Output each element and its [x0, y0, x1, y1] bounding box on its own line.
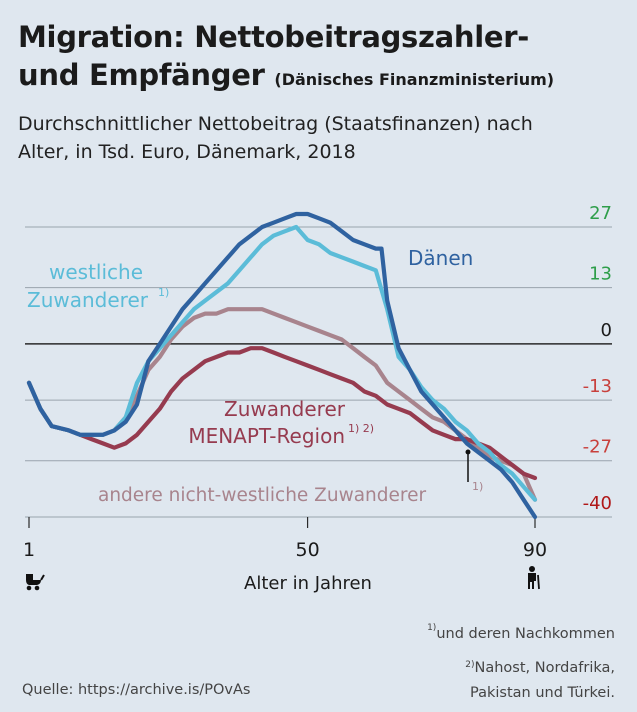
series-label: andere nicht-westliche Zuwanderer — [98, 485, 426, 506]
title-source: (Dänisches Finanzministerium) — [274, 70, 555, 89]
series-label: MENAPT-Region — [188, 424, 345, 448]
series-line — [26, 346, 538, 481]
baby-stroller-icon — [26, 574, 45, 591]
x-tick-label: 1 — [23, 539, 35, 561]
footnote-1: 1)und deren Nachkommen — [427, 623, 615, 642]
elderly-body — [528, 573, 536, 589]
series-line — [26, 211, 538, 520]
series-label: Zuwanderer — [27, 288, 149, 312]
stroller-body — [26, 574, 41, 585]
x-tick-label: 90 — [523, 539, 547, 561]
footnote-2-text-line-2: Pakistan und Türkei. — [470, 685, 615, 701]
label-leader-dot — [465, 449, 471, 455]
title-line-1: Migration: Nettobeitragszahler- — [18, 20, 529, 54]
subtitle-line-1: Durchschnittlicher Nettobeitrag (Staatsf… — [18, 113, 533, 135]
footnote-2: 2)Nahost, Nordafrika, Pakistan und Türke… — [465, 656, 615, 706]
series-label-mark: 1) — [158, 286, 169, 299]
y-tick-label: 0 — [601, 320, 612, 341]
x-axis-title: Alter in Jahren — [244, 573, 372, 594]
x-tick-label: 50 — [295, 539, 319, 561]
series-label: Zuwanderer — [224, 397, 346, 421]
title-line-2: und Empfänger (Dänisches Finanzministeri… — [18, 56, 628, 99]
footnote-2-text-line-1: Nahost, Nordafrika, — [474, 660, 616, 676]
source-note: Quelle: https://archive.is/POvAs — [22, 682, 251, 698]
stroller-handle — [40, 574, 45, 581]
chart-subtitle: Durchschnittlicher Nettobeitrag (Staatsf… — [18, 110, 628, 166]
elderly-person-icon — [528, 566, 540, 590]
series-label: westliche — [49, 260, 143, 284]
y-tick-label: -40 — [583, 493, 612, 514]
subtitle-line-2: Alter, in Tsd. Euro, Dänemark, 2018 — [18, 141, 356, 163]
series-label-mark: 1) — [472, 480, 483, 493]
stroller-wheel — [26, 585, 32, 591]
footnote-1-text: und deren Nachkommen — [436, 626, 615, 642]
footnote-1-mark: 1) — [427, 623, 437, 633]
series-label: Dänen — [408, 246, 473, 270]
title-line-2-text: und Empfänger — [18, 58, 265, 92]
y-tick-label: 27 — [589, 203, 612, 224]
footnote-2-mark: 2) — [465, 660, 475, 670]
chart-title: Migration: Nettobeitragszahler- und Empf… — [18, 18, 628, 99]
series-label-mark: 1) 2) — [348, 422, 374, 435]
elderly-cane — [537, 574, 540, 590]
y-tick-label: -27 — [583, 437, 612, 458]
y-tick-label: 13 — [589, 264, 612, 285]
stroller-wheel — [34, 585, 40, 591]
y-tick-label: -13 — [583, 376, 612, 397]
elderly-head — [529, 566, 535, 572]
